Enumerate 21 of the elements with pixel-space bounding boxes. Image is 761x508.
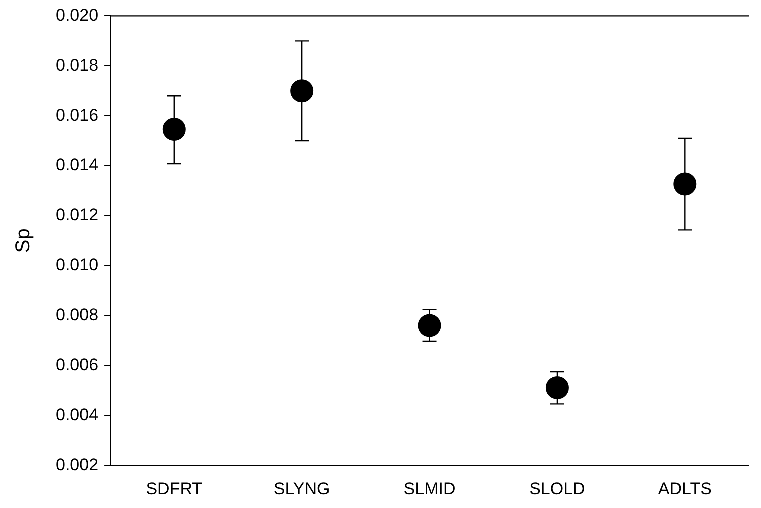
y-axis-title: Sp xyxy=(12,228,35,254)
y-tick-label: 0.020 xyxy=(56,6,99,25)
point xyxy=(674,172,697,196)
y-tick-label: 0.016 xyxy=(56,106,99,125)
point xyxy=(546,376,569,400)
x-tick-label: ADLTS xyxy=(658,479,712,498)
y-tick-label: 0.004 xyxy=(56,405,99,424)
y-tick-label: 0.014 xyxy=(56,156,99,175)
x-tick-label: SLOLD xyxy=(530,479,586,498)
point xyxy=(290,80,314,103)
x-tick-label: SDFRT xyxy=(146,479,203,498)
point xyxy=(162,118,186,142)
point xyxy=(418,314,442,338)
y-tick-label: 0.018 xyxy=(56,56,99,75)
x-tick-label: SLMID xyxy=(404,479,456,498)
y-tick-label: 0.006 xyxy=(56,355,99,374)
y-tick-label: 0.012 xyxy=(56,206,99,225)
y-tick-label: 0.002 xyxy=(56,455,99,474)
y-tick-label: 0.008 xyxy=(56,305,99,324)
y-tick-label: 0.010 xyxy=(56,256,99,275)
x-tick-label: SLYNG xyxy=(274,479,330,498)
